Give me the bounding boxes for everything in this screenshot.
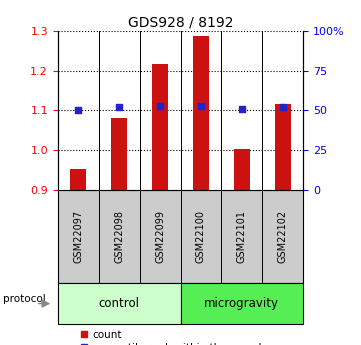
- Bar: [180, 283, 303, 324]
- Bar: [111, 118, 127, 190]
- Text: GSM22099: GSM22099: [155, 210, 165, 263]
- Point: [157, 103, 163, 108]
- Bar: [58, 283, 180, 324]
- Bar: [70, 169, 86, 190]
- Text: GSM22098: GSM22098: [114, 210, 124, 263]
- Text: protocol: protocol: [3, 295, 45, 304]
- Text: GSM22101: GSM22101: [237, 210, 247, 263]
- Title: GDS928 / 8192: GDS928 / 8192: [128, 16, 233, 30]
- Point: [280, 105, 286, 110]
- Bar: [275, 105, 291, 190]
- Bar: [193, 36, 209, 190]
- Point: [116, 105, 122, 110]
- Legend: count, percentile rank within the sample: count, percentile rank within the sample: [81, 329, 268, 345]
- Bar: [234, 149, 250, 190]
- Point: [239, 106, 245, 111]
- Point: [75, 108, 81, 113]
- Text: control: control: [99, 297, 140, 310]
- Point: [198, 103, 204, 108]
- Text: microgravity: microgravity: [204, 297, 279, 310]
- Text: GSM22100: GSM22100: [196, 210, 206, 263]
- Text: GSM22102: GSM22102: [278, 210, 288, 263]
- Bar: [152, 63, 168, 190]
- Text: GSM22097: GSM22097: [73, 210, 83, 263]
